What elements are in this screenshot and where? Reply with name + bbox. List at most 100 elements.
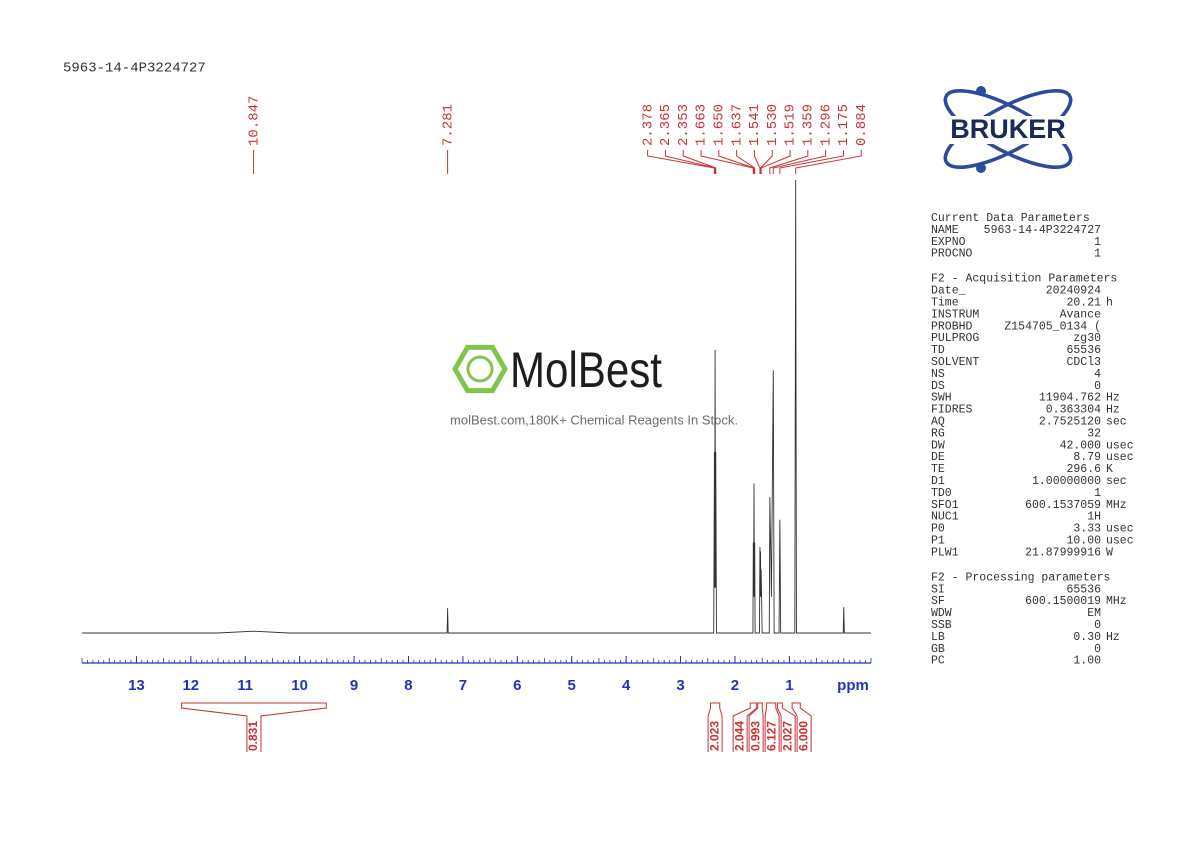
parameter-value: 600.1500019: [1025, 595, 1101, 608]
parameter-value: 11904.762: [1039, 392, 1101, 405]
x-tick-label: 4: [622, 677, 631, 694]
parameter-name: RG: [931, 427, 945, 440]
x-tick-label: 1: [785, 677, 793, 694]
peak-label: 1.637: [729, 104, 745, 146]
peak-label: 1.359: [801, 104, 817, 146]
parameter-name: DS: [931, 380, 945, 393]
integral-label: 2.023: [707, 721, 721, 751]
integral-label: 2.027: [780, 721, 794, 751]
peak-connector: [760, 150, 773, 174]
sample-title: 5963-14-4P3224727: [63, 61, 206, 77]
integral-bracket: [748, 702, 764, 752]
parameter-name: SSB: [931, 619, 952, 632]
peak-connector: [736, 150, 756, 174]
parameter-value: 1.00: [1073, 655, 1101, 668]
parameter-name: AQ: [931, 416, 945, 429]
parameter-name: PROCNO: [931, 248, 973, 261]
parameter-unit: usec: [1106, 523, 1134, 536]
x-tick-label: 10: [291, 677, 308, 694]
parameter-name: FIDRES: [931, 404, 973, 417]
parameter-value: 2.7525120: [1039, 416, 1101, 429]
x-tick-label: 12: [182, 677, 199, 694]
peak-label: 1.663: [694, 104, 710, 146]
parameter-value: 0: [1094, 380, 1101, 393]
parameter-value: 0: [1094, 619, 1101, 632]
parameter-value: zg30: [1073, 332, 1101, 345]
integral-bracket: [732, 702, 758, 752]
peak-connector: [664, 150, 716, 174]
parameter-unit: K: [1106, 463, 1113, 476]
parameter-section-title: Current Data Parameters: [931, 212, 1090, 225]
parameter-name: PROBHD: [931, 320, 973, 333]
parameter-name: SF: [931, 595, 945, 608]
logo-backdrop: [925, 116, 1091, 144]
integral-bracket: [791, 702, 812, 752]
parameter-name: SWH: [931, 392, 952, 405]
parameter-value: 296.6: [1066, 463, 1101, 476]
parameter-section-title: F2 - Processing parameters: [931, 571, 1110, 584]
parameter-unit: usec: [1106, 535, 1134, 548]
parameter-name: NAME: [931, 224, 959, 237]
watermark-tagline: molBest.com,180K+ Chemical Reagents In S…: [450, 412, 738, 427]
peak-connector: [647, 150, 715, 174]
parameter-value: 0.363304: [1046, 404, 1101, 417]
x-tick-label: 9: [350, 677, 358, 694]
x-tick-label: 11: [237, 677, 253, 694]
peak-connector: [795, 150, 862, 174]
parameter-unit: usec: [1106, 439, 1134, 452]
x-tick-label: 7: [459, 677, 467, 694]
parameter-unit: sec: [1106, 475, 1127, 488]
parameter-name: TE: [931, 463, 945, 476]
peak-label: 2.353: [676, 104, 692, 146]
x-tick-label: 2: [731, 677, 739, 694]
parameter-name: DE: [931, 451, 945, 464]
parameter-value: 20.21: [1066, 297, 1101, 310]
parameter-name: LB: [931, 631, 945, 644]
x-tick-label: 3: [676, 677, 684, 694]
peak-label: 1.296: [818, 104, 834, 146]
spectrum-trace: [82, 179, 871, 634]
parameter-value: 32: [1087, 427, 1101, 440]
peak-label: 1.175: [836, 104, 852, 146]
parameter-name: PLW1: [931, 546, 959, 559]
parameter-value: 20240924: [1046, 285, 1101, 298]
parameter-value: 1: [1094, 236, 1101, 249]
x-tick-label: 13: [128, 677, 145, 694]
integral-bracket: [764, 702, 780, 752]
peak-connector: [718, 150, 755, 174]
parameter-name: D1: [931, 475, 945, 488]
integral-label: 6.000: [796, 721, 810, 751]
peak-label: 7.281: [440, 104, 456, 146]
integral-label: 0.831: [246, 721, 260, 751]
integral-label: 0.993: [748, 721, 762, 751]
parameter-name: SOLVENT: [931, 356, 979, 369]
parameter-unit: h: [1106, 297, 1113, 310]
parameter-name: EXPNO: [931, 236, 966, 249]
parameter-value: EM: [1087, 607, 1101, 620]
peak-connector: [760, 150, 791, 174]
logo-dot: [976, 86, 986, 96]
parameter-value: 0: [1094, 643, 1101, 656]
parameter-value: 10.00: [1066, 535, 1101, 548]
peak-label: 1.650: [712, 104, 728, 146]
parameter-unit: usec: [1106, 451, 1134, 464]
parameter-name: PC: [931, 655, 945, 668]
peak-label: 1.519: [783, 104, 799, 146]
parameter-value: 0.30: [1073, 631, 1101, 644]
logo-orbit: [943, 89, 1073, 169]
parameter-unit: sec: [1106, 416, 1127, 429]
parameter-name: SI: [931, 583, 945, 596]
parameter-unit: MHz: [1106, 499, 1127, 512]
parameter-value: 1H: [1087, 511, 1101, 524]
spectrum-plot: 13 12 11 10 9 8 7 6 5 4 3 2 1 ppm 10.847 7.281 2.378 2.36…: [81, 96, 872, 752]
integral-label: 2.044: [732, 721, 746, 751]
parameter-name: P0: [931, 523, 945, 536]
parameter-value: 65536: [1066, 583, 1101, 596]
parameter-name: NUC1: [931, 511, 959, 524]
parameter-section-title: F2 - Acquisition Parameters: [931, 273, 1117, 286]
parameter-value: 4: [1094, 368, 1101, 381]
peak-label: 1.541: [747, 104, 763, 146]
watermark-icon-ring: [466, 355, 494, 383]
